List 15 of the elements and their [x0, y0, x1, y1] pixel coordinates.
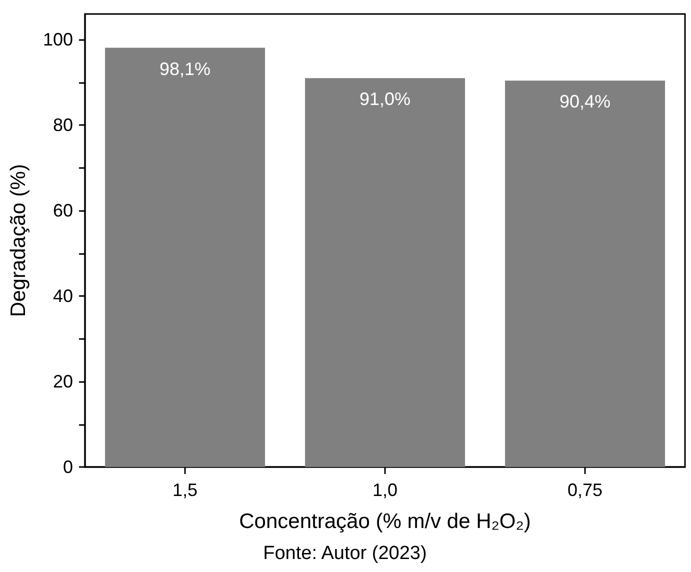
y-tick-label: 80: [52, 115, 73, 136]
x-tick-label: 0,75: [567, 480, 603, 500]
data-label: 98,1%: [159, 58, 211, 79]
y-axis-title: Degradação (%): [7, 164, 30, 317]
y-tick-label: 100: [42, 30, 73, 50]
y-tick-label: 0: [62, 457, 73, 477]
y-tick-label: 60: [52, 200, 73, 221]
x-axis-title: Concentração (% m/v de H₂O₂): [239, 510, 531, 533]
x-tick-label: 1,5: [172, 480, 198, 500]
data-label: 91,0%: [359, 89, 411, 110]
x-tick-label: 1,0: [372, 480, 398, 500]
source-note: Fonte: Autor (2023): [263, 543, 427, 564]
y-tick-label: 40: [52, 286, 73, 306]
y-tick-label: 20: [52, 372, 73, 392]
data-label: 90,4%: [559, 92, 611, 112]
